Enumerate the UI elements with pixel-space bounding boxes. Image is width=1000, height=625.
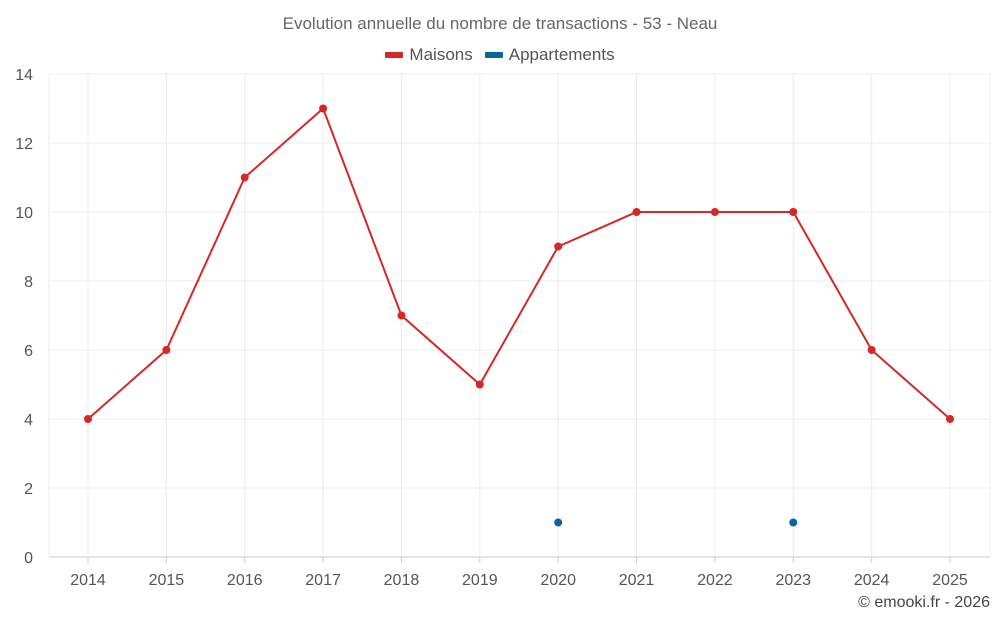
x-tick-label: 2024 [854, 572, 890, 589]
chart-title: Evolution annuelle du nombre de transact… [282, 14, 718, 33]
x-tick-label: 2022 [697, 572, 733, 589]
y-tick-label: 10 [15, 205, 33, 222]
series-layer [84, 104, 954, 527]
y-tick-label: 6 [24, 343, 33, 360]
y-tick-label: 12 [15, 136, 33, 153]
y-tick-label: 0 [24, 550, 33, 567]
point-maisons-2020[interactable] [554, 242, 563, 251]
y-tick-label: 8 [24, 274, 33, 291]
x-tick-label: 2025 [932, 572, 968, 589]
legend-item-maisons[interactable]: Maisons [385, 45, 473, 65]
y-tick-label: 14 [15, 67, 33, 84]
y-tick-label: 2 [24, 481, 33, 498]
x-tick-label: 2021 [619, 572, 655, 589]
point-maisons-2014[interactable] [84, 415, 92, 423]
point-maisons-2021[interactable] [632, 208, 641, 216]
point-appartements-2020[interactable] [554, 518, 563, 527]
point-maisons-2022[interactable] [710, 208, 719, 216]
grid [49, 73, 990, 558]
x-tick-label: 2018 [384, 572, 420, 589]
point-maisons-2023[interactable] [789, 208, 798, 216]
legend: Maisons Appartements [0, 45, 1000, 65]
legend-swatch-appartements [484, 52, 503, 58]
point-appartements-2023[interactable] [789, 518, 798, 527]
y-tick-label: 4 [24, 412, 33, 429]
x-tick-label: 2016 [227, 572, 263, 589]
point-maisons-2018[interactable] [397, 311, 406, 320]
legend-label-maisons: Maisons [409, 45, 473, 64]
x-tick-label: 2017 [305, 572, 341, 589]
series-line-maisons [87, 106, 951, 420]
point-maisons-2024[interactable] [867, 346, 876, 354]
point-maisons-2025[interactable] [946, 415, 954, 423]
point-maisons-2017[interactable] [319, 104, 328, 113]
axes: 0 2 4 6 8 10 12 14 2014 2015 2016 2017 2018 2019 2020 2… [15, 67, 991, 589]
x-tick-label: 2020 [540, 572, 576, 589]
x-tick-label: 2014 [70, 572, 106, 589]
point-maisons-2016[interactable] [240, 173, 249, 182]
point-maisons-2019[interactable] [475, 380, 484, 389]
legend-swatch-maisons [385, 52, 404, 58]
x-tick-label: 2019 [462, 572, 498, 589]
legend-item-appartements[interactable]: Appartements [484, 45, 615, 65]
legend-label-appartements: Appartements [508, 45, 615, 64]
point-maisons-2015[interactable] [162, 346, 171, 354]
credit-text: © emooki.fr - 2026 [858, 594, 990, 611]
x-tick-label: 2015 [149, 572, 185, 589]
x-tick-label: 2023 [775, 572, 811, 589]
